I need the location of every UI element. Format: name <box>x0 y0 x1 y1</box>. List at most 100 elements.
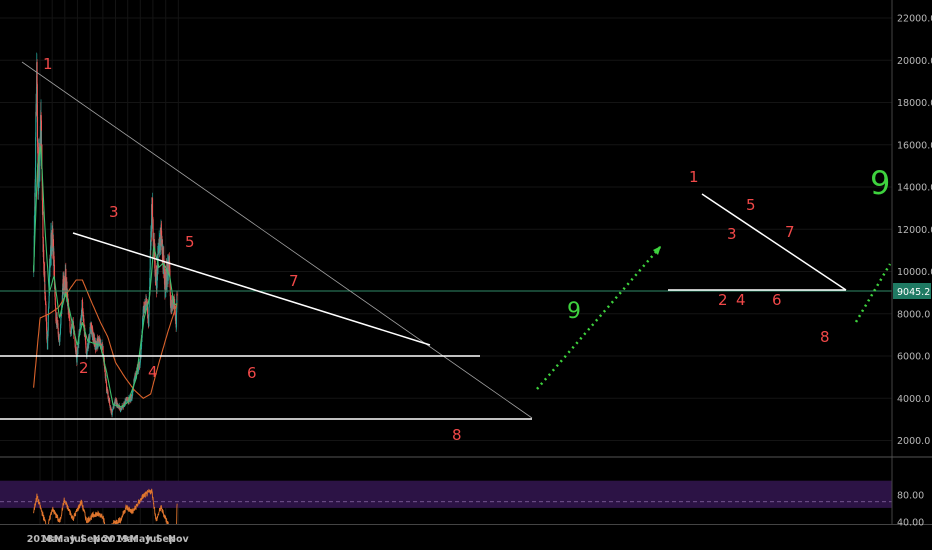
y-axis: 2000.0 4000.0 6000.0 8000.0 10000.0 12000.0 14… <box>897 14 932 447</box>
y-tick-label: 20000.0 <box>897 56 932 67</box>
candle-body <box>36 84 38 117</box>
candle-body <box>70 328 72 334</box>
candle-body <box>158 238 160 245</box>
candle-body <box>59 328 62 334</box>
candle-body <box>144 302 146 310</box>
wave-label-6a: 6 <box>247 364 257 382</box>
candle-body <box>52 239 54 249</box>
ma-fast-line <box>33 146 178 408</box>
candle-body <box>46 322 48 331</box>
candle-body <box>151 198 154 217</box>
y-tick-label: 4000.0 <box>897 394 930 405</box>
rsi-band <box>0 480 892 508</box>
y-tick-label: 8000.0 <box>897 309 930 320</box>
candle-body <box>166 272 168 285</box>
candle-body <box>55 311 57 322</box>
last-price-badge: 9045.2 <box>893 283 931 299</box>
wave-label-2a: 2 <box>79 359 89 377</box>
wave-label-5b: 5 <box>746 196 756 214</box>
y-tick-label: 16000.0 <box>897 140 932 151</box>
candle-body <box>103 364 106 369</box>
candle-body <box>139 364 141 368</box>
candle-body <box>148 297 150 308</box>
wave-label-3b: 3 <box>727 225 737 243</box>
candle-body <box>173 296 175 305</box>
candle-body <box>86 348 88 354</box>
wave-label-7b: 7 <box>785 223 795 241</box>
rsi-tick-label: 40.00 <box>897 518 924 529</box>
y-tick-label: 6000.0 <box>897 352 930 363</box>
candle-body <box>42 211 44 238</box>
candle-body <box>138 362 140 368</box>
candle-body <box>112 409 114 412</box>
candle-body <box>176 293 178 296</box>
x-tick-label: Sep <box>80 534 100 545</box>
candle-body <box>63 275 65 288</box>
candle-body <box>53 265 56 286</box>
wave-label-6b: 6 <box>772 291 782 309</box>
candle-body <box>125 397 127 403</box>
wave-label-3a: 3 <box>109 203 119 221</box>
candle-body <box>142 318 144 329</box>
projection-arrow-one-head <box>653 246 661 255</box>
candle-body <box>95 346 97 349</box>
wave-label-4b: 4 <box>736 291 746 309</box>
candle-body <box>54 297 56 305</box>
wave-labels: 1 2 3 4 5 6 7 8 1 2 3 4 5 6 7 8 9 9 <box>43 55 890 444</box>
x-tick-label: Mar <box>42 534 63 545</box>
candle-body <box>133 378 136 380</box>
wave-label-9-big: 9 <box>870 164 890 202</box>
ma-slow-line <box>33 279 178 399</box>
candle-body <box>66 281 68 292</box>
candle-body <box>92 336 94 338</box>
candle-body <box>42 244 45 250</box>
candle-body <box>39 145 41 166</box>
x-tick-label: 2019 <box>102 534 128 545</box>
candle-body <box>48 270 51 287</box>
candle-body <box>106 383 108 391</box>
candle-body <box>57 323 59 328</box>
candle-body <box>163 273 166 284</box>
x-tick-label: May <box>129 534 152 545</box>
x-tick-label: 2018 <box>27 534 54 545</box>
candle-body <box>54 288 56 298</box>
candle-body <box>154 270 156 277</box>
candle-body <box>34 167 37 183</box>
candle-body <box>41 200 44 215</box>
wave-label-5a: 5 <box>185 233 195 251</box>
candle-body <box>58 333 60 340</box>
candle-body <box>69 326 71 333</box>
y-tick-label: 18000.0 <box>897 98 932 109</box>
rsi-tick-label: 80.00 <box>897 490 924 501</box>
candle-body <box>41 180 43 201</box>
candle-body <box>140 348 142 359</box>
candle-body <box>45 304 47 316</box>
candle-body <box>75 346 77 351</box>
candle-body <box>163 262 165 274</box>
candle-body <box>148 307 150 316</box>
candle-body <box>47 315 49 331</box>
candle-body <box>89 327 91 334</box>
wave-label-2b: 2 <box>718 291 728 309</box>
x-tick-label: Nov <box>168 534 189 545</box>
wave-label-7a: 7 <box>289 272 299 290</box>
last-price-label: 9045.2 <box>897 287 930 298</box>
candle-body <box>154 243 156 269</box>
candle-body <box>35 137 37 168</box>
candle-body <box>111 408 113 414</box>
projection-arrow-one <box>536 245 662 390</box>
y-tick-label: 2000.0 <box>897 436 930 447</box>
candle-body <box>161 230 163 245</box>
x-tick-label: Sep <box>156 534 176 545</box>
candle-body <box>45 301 47 305</box>
candle-body <box>152 219 154 238</box>
candle-body <box>33 215 35 236</box>
candle-body <box>135 372 137 375</box>
candle-body <box>43 263 45 276</box>
y-tick-label: 12000.0 <box>897 225 932 236</box>
candle-body <box>52 228 54 245</box>
candle-body <box>102 346 104 355</box>
candle-body <box>57 327 59 334</box>
x-tick-label: May <box>54 534 77 545</box>
